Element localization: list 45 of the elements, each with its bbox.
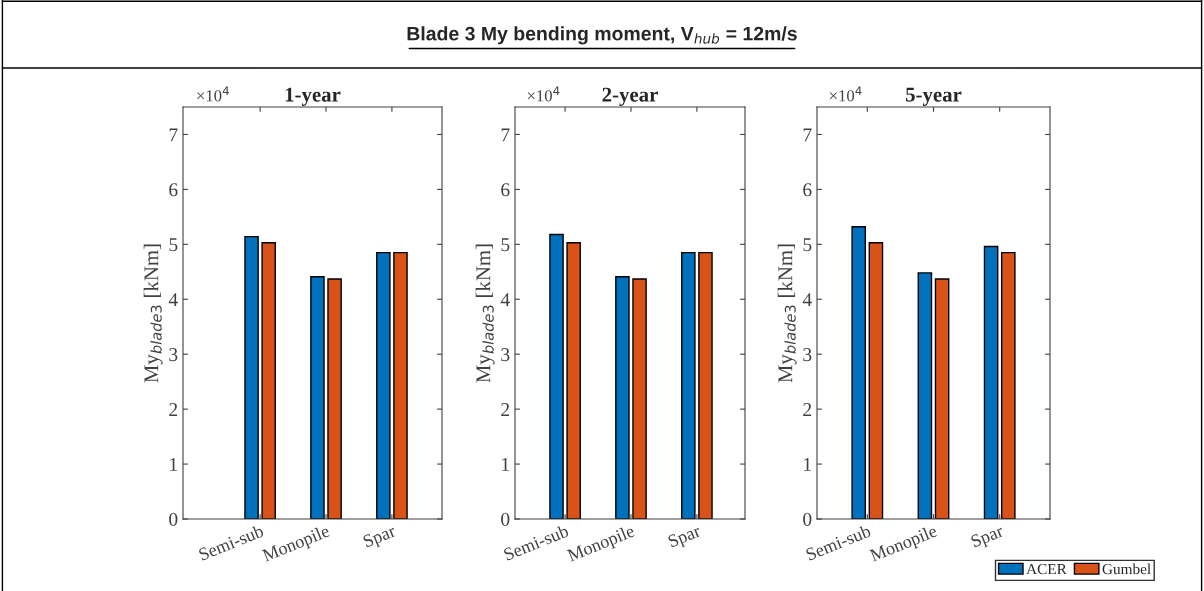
legend-label: ACER [1026, 563, 1067, 575]
y-tick-label: 7 [501, 128, 510, 142]
chart-title: 5-year [905, 87, 962, 106]
x-tick-label: Spar [667, 524, 703, 551]
y-tick-label: 0 [803, 512, 812, 526]
text: ×10$^{4}$ [829, 86, 862, 102]
x-tick-label: Spar [970, 524, 1006, 551]
legend-label: Gumbel [1102, 563, 1151, 575]
y-tick-label: 2 [803, 403, 812, 416]
bar [917, 272, 933, 519]
y-tick-label: 4 [802, 293, 812, 307]
text: Blade 3 My bending moment, V$_{hub}$ = 12m/s [407, 26, 797, 45]
y-tick-label: 0 [169, 512, 178, 526]
bar [1000, 251, 1016, 519]
y-tick-label: 1 [804, 457, 811, 471]
bar [934, 278, 950, 519]
chart-title: 1-year [285, 87, 341, 106]
bar [983, 245, 999, 519]
y-tick-label: 5 [169, 238, 178, 252]
text: ×10$^{4}$ [527, 86, 560, 102]
y-tick-label: 2 [501, 403, 510, 416]
y-tick-label: 3 [169, 348, 178, 362]
y-tick-label: 6 [169, 183, 178, 197]
y-tick-label: 4 [168, 293, 178, 307]
y-axis-title: My$_{blade3}$ [kNm] [777, 244, 797, 383]
y-tick-label: 3 [501, 348, 510, 362]
chart-title: 2-year [602, 87, 658, 106]
y-tick-label: 5 [803, 238, 812, 252]
y-tick-label: 1 [170, 457, 177, 471]
y-tick-label: 7 [803, 128, 812, 142]
bar [851, 226, 867, 519]
y-tick-label: 3 [803, 348, 812, 362]
y-tick-label: 0 [501, 512, 510, 526]
y-tick-label: 5 [501, 238, 510, 252]
y-tick-label: 6 [803, 183, 812, 197]
y-tick-label: 6 [501, 183, 510, 197]
text: ×10$^{4}$ [197, 86, 229, 102]
y-axis-title: My$_{blade3}$ [kNm] [143, 244, 163, 383]
x-tick-label: Spar [362, 524, 398, 551]
y-tick-label: 1 [502, 457, 509, 471]
y-tick-label: 4 [500, 293, 510, 307]
bar [868, 241, 884, 519]
y-tick-label: 2 [169, 403, 178, 416]
y-axis-title: My$_{blade3}$ [kNm] [475, 244, 495, 383]
y-tick-label: 7 [169, 128, 178, 142]
